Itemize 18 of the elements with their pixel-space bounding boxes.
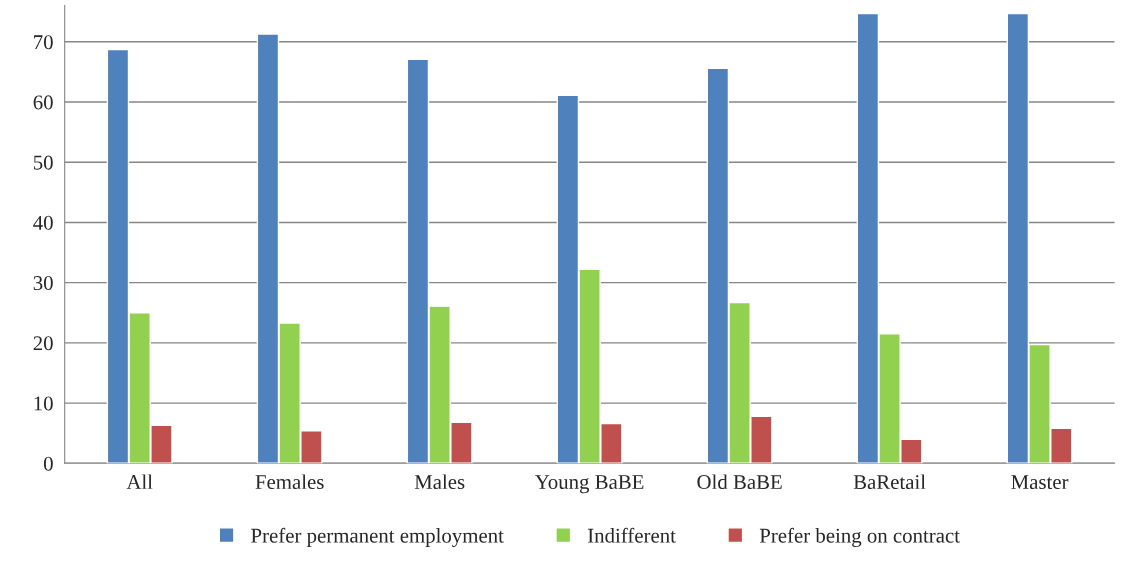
y-tick-label: 20 — [33, 336, 53, 351]
y-tick-label: 50 — [33, 155, 53, 170]
y-tick-label: 30 — [33, 276, 53, 291]
y-tick-label: 10 — [34, 396, 53, 411]
legend-label: Indifferent — [587, 527, 676, 543]
y-tick-label: 0 — [43, 456, 53, 471]
y-tick-label: 60 — [33, 95, 53, 110]
x-tick-label: All — [126, 474, 153, 489]
legend-label: Prefer permanent employment — [251, 527, 504, 547]
legend-label: Prefer being on contract — [759, 527, 960, 547]
x-tick-label: Master — [1011, 475, 1069, 490]
x-tick-label: Old BaBE — [697, 474, 782, 490]
x-tick-label: BaRetail — [853, 474, 926, 490]
y-tick-label: 70 — [34, 35, 53, 50]
y-tick-label: 40 — [33, 215, 53, 230]
x-tick-label: Males — [414, 474, 465, 490]
x-tick-label: Young BaBE — [535, 475, 644, 494]
x-tick-label: Females — [255, 474, 324, 490]
